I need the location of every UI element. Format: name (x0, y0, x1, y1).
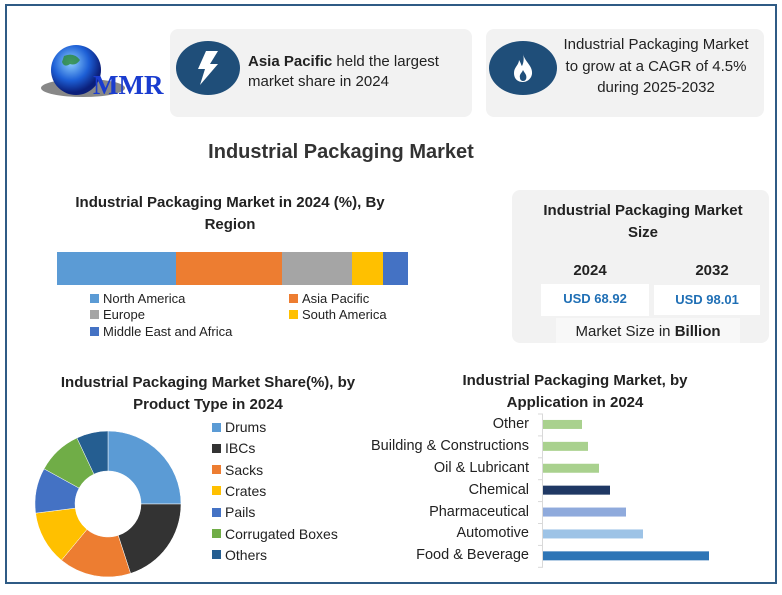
region-bar-segment (57, 252, 177, 285)
bar-pharmaceutical (543, 507, 626, 517)
category-label: Building & Constructions (371, 437, 529, 454)
bar-building-constructions (543, 441, 588, 451)
category-label: Chemical (468, 481, 529, 498)
cagr-text: Industrial Packaging Market to grow at a… (563, 36, 749, 96)
product-chart-title: Industrial Packaging Market Share(%), by… (60, 374, 356, 413)
legend-swatch (212, 422, 221, 432)
legend-label: Middle East and Africa (103, 324, 233, 339)
region-stacked-bar (57, 252, 408, 285)
bar-food-beverage (543, 551, 709, 561)
legend-item: Crates (212, 483, 266, 499)
year-2024: 2024 (573, 262, 607, 279)
region-bar-segment (383, 252, 408, 285)
legend-item: Europe (90, 307, 145, 322)
bar-other (543, 419, 582, 429)
legend-label: Drums (225, 419, 267, 435)
legend-label: Pails (225, 504, 256, 521)
legend-label: North America (103, 291, 186, 306)
flame-icon (489, 41, 557, 95)
product-donut-chart (34, 430, 182, 578)
legend-item: North America (90, 291, 185, 306)
bar-automotive (543, 529, 643, 539)
legend-swatch (90, 294, 99, 303)
frame-border (5, 4, 777, 584)
value-2032: USD 98.01 (654, 285, 760, 315)
highlight-text: Asia Pacific held the largest market sha… (248, 53, 439, 90)
page-title: Industrial Packaging Market (208, 141, 474, 163)
legend-swatch (289, 310, 298, 319)
value-2024: USD 68.92 (541, 284, 649, 316)
legend-swatch (212, 486, 221, 496)
region-bar-segment (281, 252, 352, 285)
legend-label: Europe (103, 307, 145, 322)
legend-label: South America (302, 307, 387, 322)
legend-label: Asia Pacific (302, 291, 370, 306)
region-bar-segment (351, 252, 384, 285)
legend-item: South America (289, 307, 387, 322)
legend-item: Corrugated Boxes (212, 526, 338, 542)
legend-label: Corrugated Boxes (225, 525, 338, 542)
mmr-logo: MMR (38, 42, 168, 102)
region-chart-title: Industrial Packaging Market in 2024 (%),… (75, 194, 385, 233)
legend-item: Others (212, 547, 267, 563)
legend-swatch (212, 507, 221, 517)
legend-item: Middle East and Africa (90, 324, 232, 339)
legend-label: Crates (225, 482, 267, 499)
bar-oil-lubricant (543, 463, 599, 473)
legend-label: Sacks (225, 461, 264, 478)
highlight-card-cagr: Industrial Packaging Market to grow at a… (486, 29, 764, 117)
legend-swatch (212, 443, 221, 453)
legend-swatch (289, 294, 298, 303)
category-label: Oil & Lubricant (433, 459, 529, 476)
legend-swatch (90, 310, 99, 319)
category-label: Food & Beverage (416, 547, 529, 564)
highlight-card-region: Asia Pacific held the largest market sha… (170, 29, 472, 117)
lightning-icon (176, 41, 240, 95)
market-size-card: Industrial Packaging Market Size 2024 20… (512, 190, 769, 343)
category-label: Pharmaceutical (429, 503, 529, 520)
legend-swatch (212, 529, 221, 538)
application-chart-title: Industrial Packaging Market, by Applicat… (462, 372, 688, 411)
bar-chemical (543, 485, 610, 495)
legend-item: Drums (212, 419, 266, 435)
legend-item: Asia Pacific (289, 291, 369, 306)
year-2032: 2032 (695, 262, 729, 279)
market-size-unit: Market Size in Billion (556, 318, 740, 343)
category-label: Automotive (456, 525, 529, 542)
legend-label: IBCs (225, 440, 256, 457)
region-bar-segment (176, 252, 282, 285)
donut-slice-others (76, 430, 109, 475)
legend-swatch (90, 327, 99, 336)
globe-icon (41, 45, 125, 97)
logo-text: MMR (93, 70, 164, 100)
donut-slice-drums (107, 430, 182, 505)
legend-item: Pails (212, 504, 255, 520)
legend-item: Sacks (212, 462, 263, 478)
legend-label: Others (225, 546, 268, 563)
category-label: Other (492, 415, 529, 432)
market-size-title: Industrial Packaging Market Size (543, 202, 743, 241)
legend-item: IBCs (212, 440, 255, 456)
legend-swatch (212, 465, 221, 475)
legend-swatch (212, 550, 221, 560)
